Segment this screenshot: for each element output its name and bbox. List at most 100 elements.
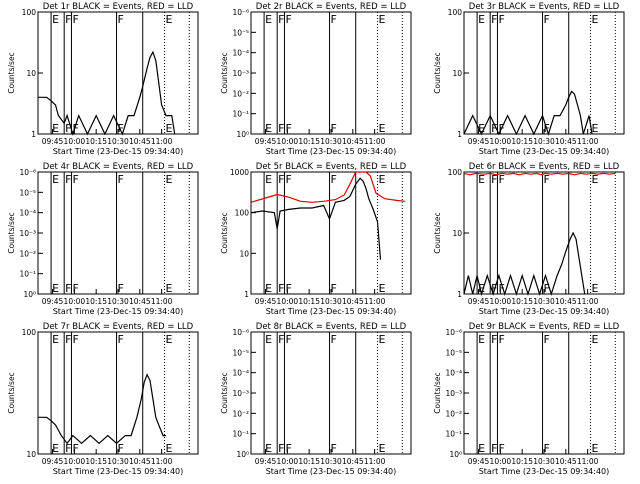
x-axis-label: Start Time (23-Dec-15 09:34:40) [479, 467, 610, 476]
x-tick-label: 10:00 [64, 457, 86, 466]
marker-bottom: F [72, 282, 78, 295]
y-tick-label: 10⁻⁵ [445, 348, 462, 357]
marker-top: F [498, 13, 504, 26]
marker-bottom: F [72, 122, 78, 135]
marker-top: F [498, 173, 504, 186]
x-tick-label: 10:30 [320, 457, 342, 466]
y-tick-label: 100 [448, 168, 463, 177]
x-tick-label: 10:45 [555, 137, 577, 146]
x-tick-label: 10:45 [342, 297, 364, 306]
marker-bottom: F [72, 442, 78, 455]
marker-bottom: F [118, 122, 124, 135]
y-tick-label: 10⁻⁴ [445, 369, 462, 378]
y-tick-label: 100 [448, 8, 463, 17]
detector-panel-6: Det 6r BLACK = Events, RED = LLD 1 10 100 Co… [433, 162, 625, 316]
y-tick-label: 10⁻⁶ [232, 328, 249, 337]
marker-bottom: F [491, 442, 497, 455]
plot-frame [463, 331, 625, 455]
marker-bottom: F [278, 122, 284, 135]
marker-bottom: F [544, 442, 550, 455]
marker-top: E [265, 173, 272, 186]
marker-bottom: F [331, 122, 337, 135]
marker-top: F [118, 13, 124, 26]
marker-top: E [166, 13, 173, 26]
x-tick-label: 10:45 [555, 297, 577, 306]
y-axis-label: Counts/sec [433, 212, 442, 253]
marker-bottom: E [379, 442, 386, 455]
detector-panel-4: Det 4r BLACK = Events, RED = LLD 10⁰ 10⁻¹ 1… [7, 162, 199, 316]
marker-bottom: F [118, 282, 124, 295]
marker-bottom: F [498, 442, 504, 455]
marker-bottom: F [331, 282, 337, 295]
y-tick-label: 10⁻¹ [232, 430, 249, 439]
marker-top: F [65, 333, 71, 346]
y-tick-label: 10⁻⁴ [232, 369, 249, 378]
marker-bottom: F [285, 282, 291, 295]
y-tick-label: 10⁻¹ [19, 270, 36, 279]
marker-bottom: F [285, 442, 291, 455]
marker-top: F [544, 173, 550, 186]
x-tick-label: 11:00 [577, 297, 599, 306]
plot-frame [37, 11, 199, 135]
marker-top: E [52, 333, 59, 346]
marker-top: F [65, 13, 71, 26]
x-axis-label: Start Time (23-Dec-15 09:34:40) [479, 307, 610, 316]
marker-top: E [52, 173, 59, 186]
x-tick-label: 10:30 [107, 137, 129, 146]
y-tick-label: 10⁻⁵ [19, 188, 36, 197]
x-tick-label: 10:00 [490, 297, 512, 306]
marker-top: E [592, 173, 599, 186]
marker-bottom: F [65, 442, 71, 455]
panel-title: Det 9r BLACK = Events, RED = LLD [469, 322, 620, 332]
y-axis-label: Counts/sec [220, 372, 229, 413]
x-tick-label: 10:15 [298, 297, 320, 306]
marker-top: E [166, 173, 173, 186]
events-series [250, 177, 382, 260]
marker-bottom: E [478, 442, 485, 455]
marker-top: E [592, 333, 599, 346]
y-tick-label: 10⁻⁴ [19, 209, 36, 218]
y-tick-label: 1000 [230, 168, 249, 177]
plot-frame [250, 331, 412, 455]
detector-panel-3: Det 3r BLACK = Events, RED = LLD 1 10 100 Co… [433, 2, 625, 156]
y-tick-label: 1 [244, 290, 249, 299]
y-tick-label: 10⁰ [236, 130, 249, 139]
marker-top: F [278, 13, 284, 26]
marker-top: F [331, 173, 337, 186]
y-axis-label: Counts/sec [433, 372, 442, 413]
x-tick-label: 10:15 [511, 297, 533, 306]
y-tick-label: 10⁻⁶ [19, 168, 36, 177]
y-axis-label: Counts/sec [7, 212, 16, 253]
marker-top: F [498, 333, 504, 346]
x-tick-label: 10:45 [129, 457, 151, 466]
x-tick-label: 10:00 [277, 457, 299, 466]
marker-top: F [65, 173, 71, 186]
x-tick-label: 11:00 [151, 297, 173, 306]
x-tick-label: 10:45 [555, 457, 577, 466]
marker-top: F [278, 173, 284, 186]
marker-bottom: E [592, 282, 599, 295]
y-tick-label: 10⁰ [449, 450, 462, 459]
y-tick-label: 10 [239, 249, 249, 258]
x-tick-label: 10:45 [342, 137, 364, 146]
x-axis-label: Start Time (23-Dec-15 09:34:40) [266, 307, 397, 316]
x-tick-label: 11:00 [151, 137, 173, 146]
x-tick-label: 09:45 [255, 457, 277, 466]
y-tick-label: 10⁻² [232, 89, 249, 98]
panel-title: Det 7r BLACK = Events, RED = LLD [43, 322, 194, 332]
marker-bottom: E [166, 282, 173, 295]
x-tick-label: 11:00 [151, 457, 173, 466]
detector-panel-1: Det 1r BLACK = Events, RED = LLD 1 10 100 Co… [7, 2, 199, 156]
lld-series [463, 172, 616, 176]
y-tick-label: 10⁻⁵ [232, 28, 249, 37]
y-tick-label: 10⁻² [232, 409, 249, 418]
marker-top: E [379, 13, 386, 26]
x-tick-label: 10:45 [129, 137, 151, 146]
x-tick-label: 10:30 [533, 457, 555, 466]
y-tick-label: 1 [457, 130, 462, 139]
x-tick-label: 10:15 [85, 457, 107, 466]
x-tick-label: 09:45 [42, 457, 64, 466]
x-tick-label: 09:45 [42, 137, 64, 146]
marker-top: F [278, 333, 284, 346]
